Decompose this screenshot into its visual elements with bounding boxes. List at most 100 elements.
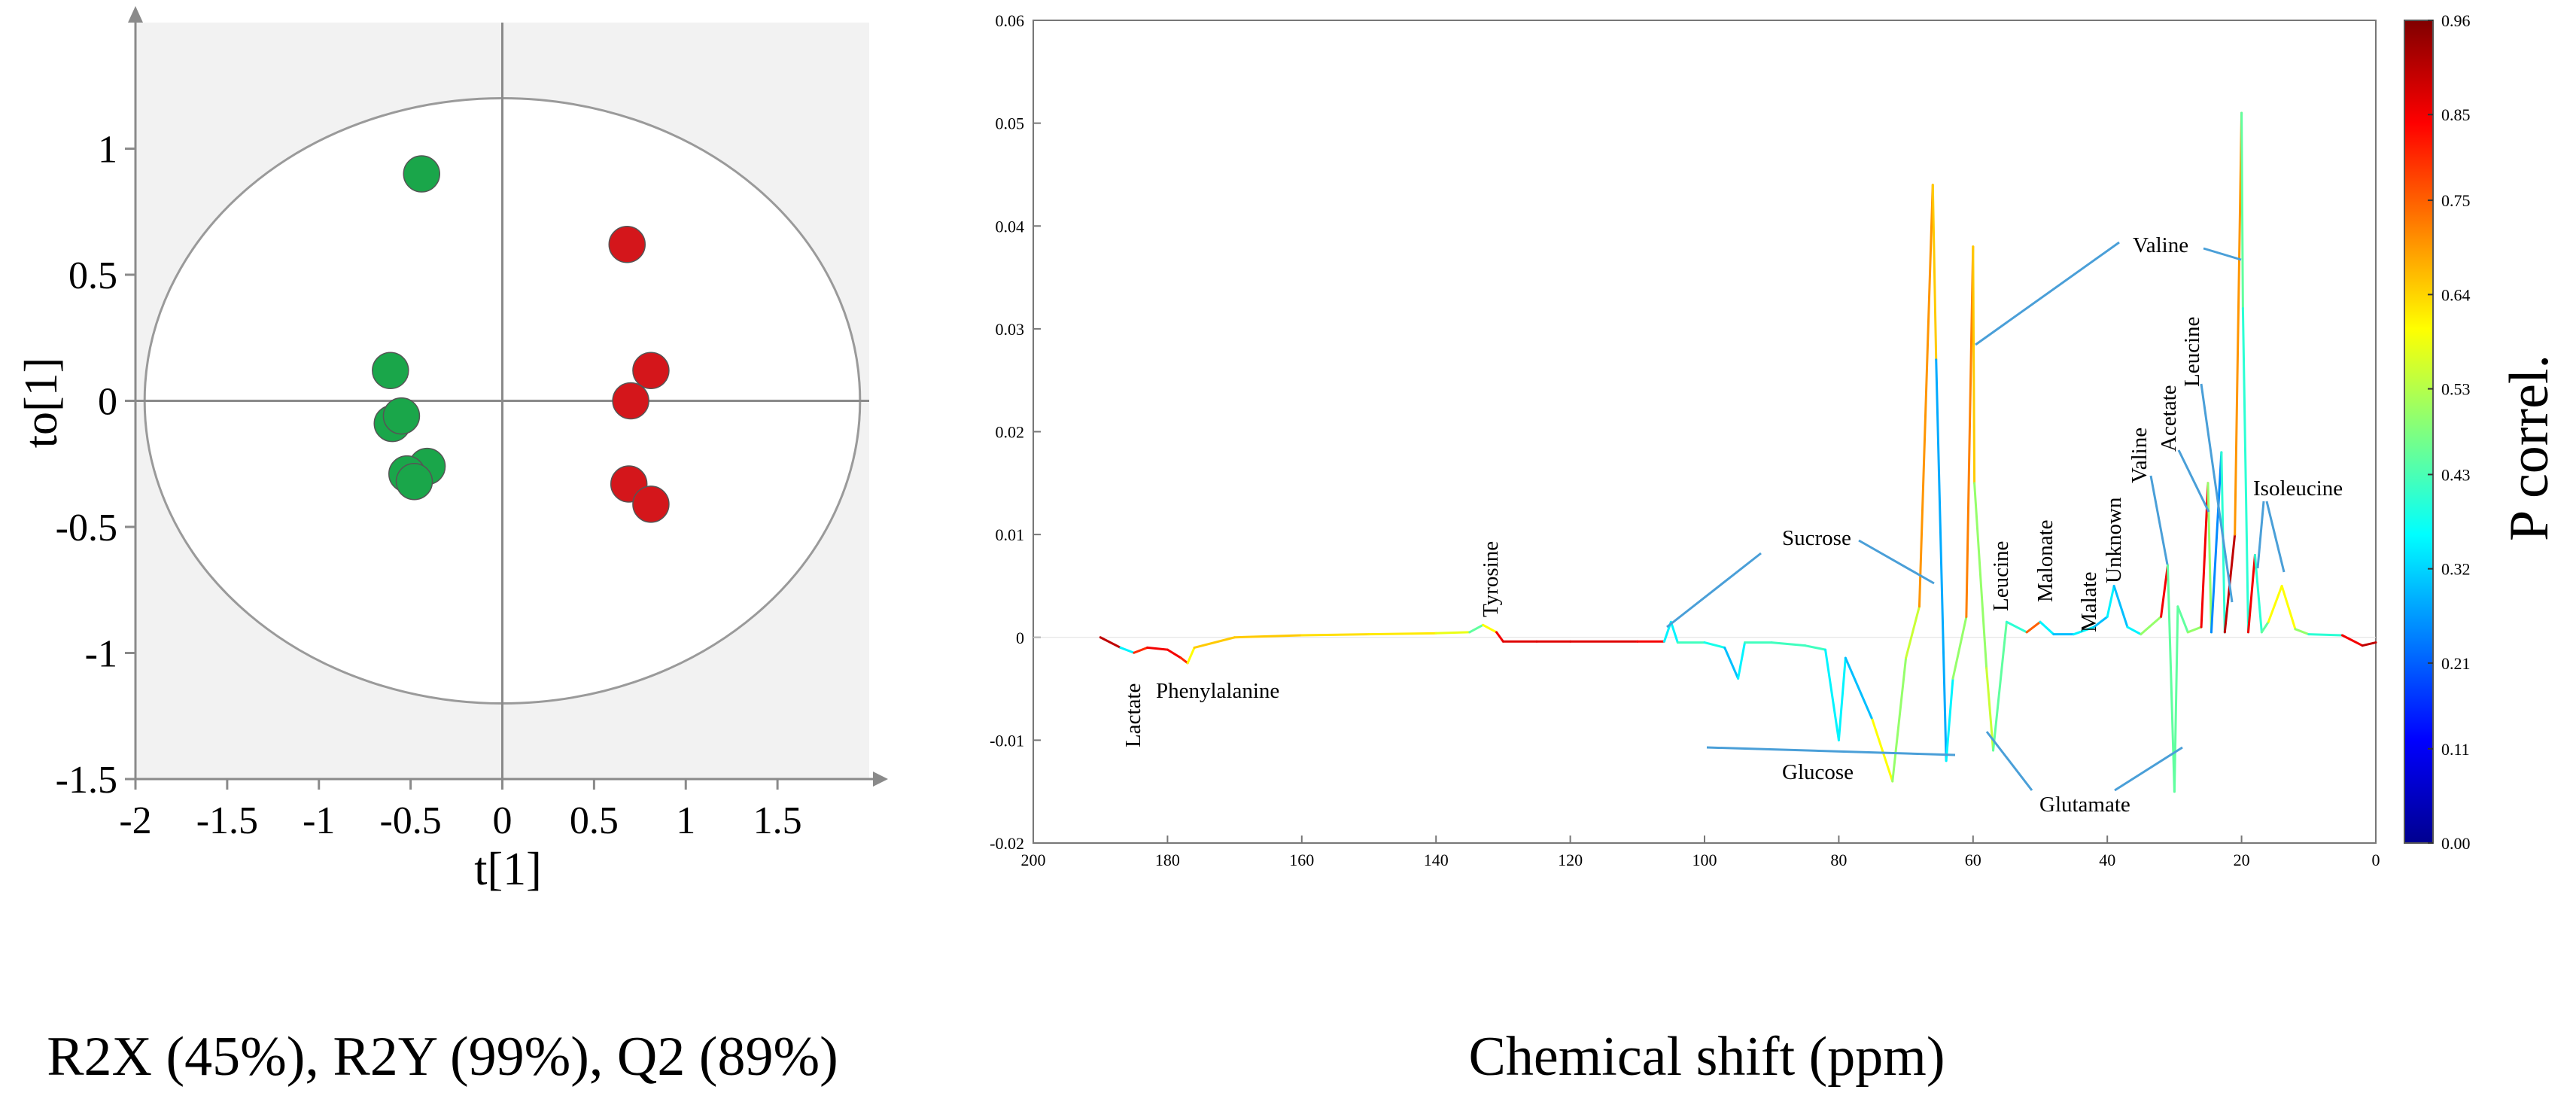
spectrum-segment xyxy=(2186,626,2203,634)
spectrum-y-tick-label: 0.01 xyxy=(996,525,1025,544)
colorbar-label: P correl. xyxy=(2498,355,2560,541)
spectrum-segment xyxy=(1482,623,1498,634)
spectrum-segment xyxy=(1992,620,2008,752)
spectrum-segment xyxy=(1133,646,1149,654)
spectrum-y-tick-label: 0.05 xyxy=(996,114,1025,133)
score-plot: -2 -1.5 -1 -0.5 0 0.5 1 1.5 10.50-0.5-1-1.5 t[1… xyxy=(16,6,888,1088)
metabolite-annotations: Lactate Phenylalanine Tyrosine Sucrose Gluco… xyxy=(1121,233,2343,817)
spectrum-x-tick-label: 20 xyxy=(2234,851,2250,869)
spectrum-x-tick-label: 40 xyxy=(2099,851,2115,869)
spectrum-segment xyxy=(1931,184,1938,361)
spectrum-segment xyxy=(1119,646,1136,654)
y-tick-label: -1.5 xyxy=(56,759,117,802)
annotation-label: Unknown xyxy=(2102,497,2126,583)
spectrum-x-tick-label: 60 xyxy=(1965,851,1981,869)
colorbar-tick-label: 0.21 xyxy=(2441,654,2471,673)
spectrum-segment xyxy=(1723,646,1740,680)
spectrum-segment xyxy=(1844,656,1874,721)
annotation-leader-line xyxy=(1706,746,1956,756)
spectrum-segment xyxy=(2267,584,2283,623)
x-axis-label: t[1] xyxy=(474,844,542,895)
spectrum-segment xyxy=(1891,656,1908,783)
spectrum-segment xyxy=(1770,641,1807,647)
spectrum-segment xyxy=(1871,718,1894,783)
annotation-leader-line xyxy=(2149,475,2169,565)
annotation-leader-line xyxy=(2256,501,2265,569)
score-point xyxy=(608,226,646,263)
spectrum-segment xyxy=(1669,620,1679,644)
spectrum-y-tick-label: -0.01 xyxy=(990,731,1024,750)
score-point xyxy=(632,485,670,523)
x-tick-label: 0.5 xyxy=(570,799,619,842)
colorbar-tick-label: 0.11 xyxy=(2441,740,2470,759)
spectrum-segment xyxy=(1468,623,1485,634)
spectrum-segment xyxy=(2160,564,2169,618)
spectrum-segment xyxy=(1146,646,1169,651)
spectrum-segment xyxy=(2005,620,2028,634)
score-point xyxy=(372,352,409,390)
spectrum-segment xyxy=(1179,656,1189,665)
spectrum-plot-frame xyxy=(1033,20,2377,844)
spectrum-x-axis-label: Chemical shift (ppm) xyxy=(1469,1026,1945,1088)
y-tick-label: -0.5 xyxy=(56,507,117,549)
colorbar-tick-label: 0.43 xyxy=(2441,465,2471,484)
colorbar-tick-label: 0.75 xyxy=(2441,191,2471,210)
score-point xyxy=(632,352,670,390)
spectrum-segment xyxy=(2294,628,2310,636)
colorbar xyxy=(2404,20,2434,844)
annotation-label: Malate xyxy=(2077,571,2101,632)
annotation-leader-line xyxy=(2265,501,2286,573)
colorbar-tick-label: 0.53 xyxy=(2441,380,2471,399)
spectrum-segment xyxy=(2039,620,2055,636)
annotation-leader-line xyxy=(1975,241,2120,346)
spectrum-segment xyxy=(1973,482,1988,670)
spectrum-y-tick-label: -0.02 xyxy=(990,834,1024,853)
spectrum-y-tick-label: 0.04 xyxy=(996,217,1025,236)
annotation-label: Leucine xyxy=(1989,541,2013,611)
annotation-label: Acetate xyxy=(2157,385,2181,452)
spectrum-x-tick-label: 200 xyxy=(1021,851,1046,869)
spectrum-x-tick-label: 140 xyxy=(1424,851,1449,869)
x-tick-group: -2 -1.5 -1 -0.5 0 0.5 1 1.5 xyxy=(119,779,802,842)
annotation-leader-line xyxy=(2203,247,2242,261)
colorbar-tick-group: 0.96 0.85 0.75 0.64 0.53 0.43 0.32 0.21 0.11 0.00 xyxy=(2428,11,2471,853)
x-tick-label: -1.5 xyxy=(196,799,258,842)
spectrum-segment xyxy=(2260,620,2270,634)
spectrum-segment xyxy=(1367,632,1437,636)
spectrum-segment xyxy=(1935,358,1948,762)
spectrum-segment xyxy=(1099,636,1122,649)
colorbar-tick-label: 0.96 xyxy=(2441,11,2471,30)
x-tick-label: 1.5 xyxy=(753,799,802,842)
spectrum-segment xyxy=(1166,648,1182,659)
spectrum-x-tick-label: 80 xyxy=(1830,851,1847,869)
spectrum-segment xyxy=(1233,634,1303,639)
x-axis-arrow-icon xyxy=(873,772,888,787)
spectrum-segment xyxy=(2234,111,2243,536)
y-tick-group: 1 0.5 0 -0.5 -1 -1.5 xyxy=(56,129,135,802)
score-points xyxy=(372,155,670,523)
spectrum-segment xyxy=(2340,634,2364,647)
spectrum-segment xyxy=(2106,584,2115,618)
spectrum-segment xyxy=(2280,584,2297,631)
y-axis-label: to[1] xyxy=(16,358,67,449)
x-tick-label: -0.5 xyxy=(379,799,441,842)
annotation-leader-line xyxy=(2200,383,2234,603)
spectrum-segment xyxy=(1495,631,1504,643)
spectrum-segment xyxy=(2240,111,2244,310)
annotation-label: Phenylalanine xyxy=(1156,679,1279,703)
spectrum-segment xyxy=(2241,307,2250,634)
annotation-label: Glutamate xyxy=(2039,793,2130,817)
spectrum-y-tick-label: 0.03 xyxy=(996,320,1025,339)
annotation-label: Lactate xyxy=(1121,683,1145,747)
spectrum-segment xyxy=(2112,584,2129,629)
spectrum-segment xyxy=(2173,605,2179,793)
x-tick-label: 1 xyxy=(676,799,695,842)
spectrum-x-tick-label: 180 xyxy=(1155,851,1180,869)
score-point xyxy=(403,155,440,193)
score-point xyxy=(382,397,421,435)
annotation-label: Malonate xyxy=(2033,519,2057,602)
spectrum-y-tick-label: 0.02 xyxy=(996,423,1025,442)
spectrum-y-tick-label: 0 xyxy=(1016,629,1024,647)
annotation-leader-line xyxy=(2114,746,2183,792)
spectrum-segment xyxy=(2126,626,2143,636)
